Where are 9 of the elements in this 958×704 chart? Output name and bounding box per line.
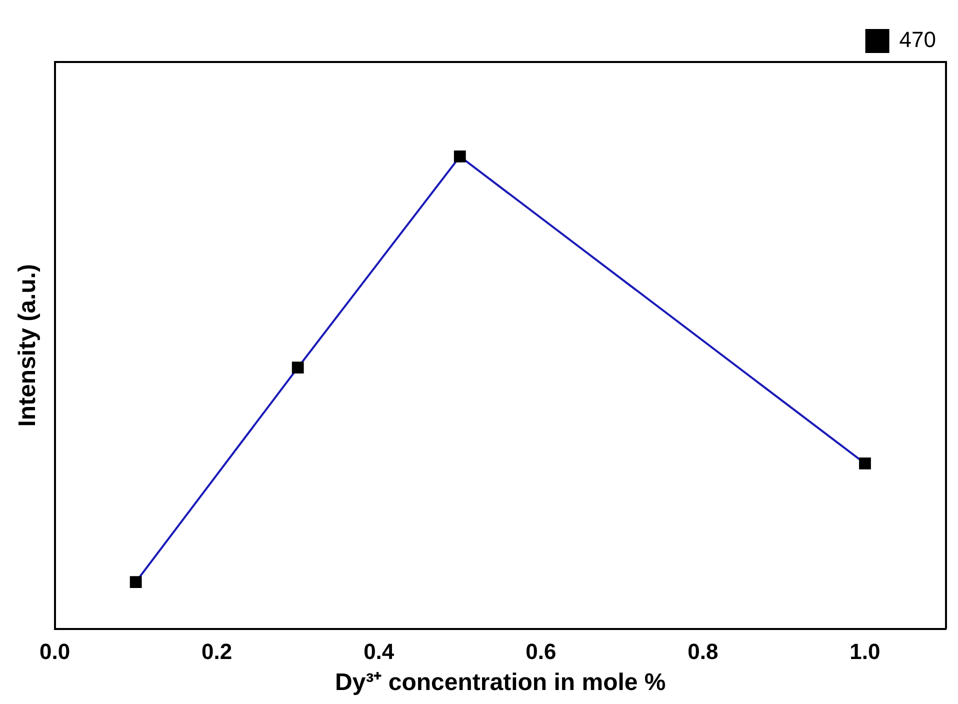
- x-tick-label: 0.0: [40, 639, 70, 664]
- x-tick-label: 1.0: [850, 639, 880, 664]
- x-tick-label: 0.6: [526, 639, 556, 664]
- x-axis-title: Dy³⁺ concentration in mole %: [335, 669, 666, 696]
- legend-label: 470: [899, 27, 936, 52]
- y-axis-title: Intensity (a.u.): [14, 264, 42, 427]
- x-tick-label: 0.4: [364, 639, 395, 664]
- x-tick-label: 0.2: [202, 639, 232, 664]
- x-tick-label: 0.8: [688, 639, 718, 664]
